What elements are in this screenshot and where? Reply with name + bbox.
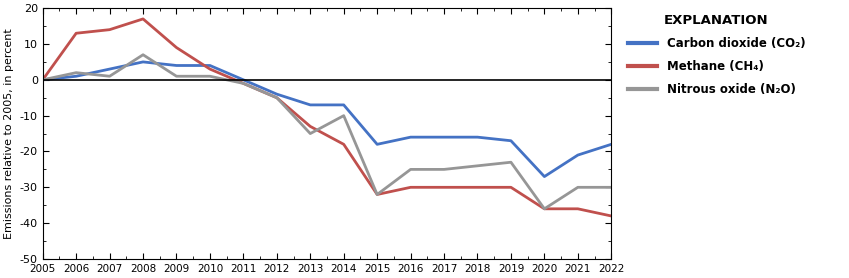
Legend: Carbon dioxide (CO₂), Methane (CH₄), Nitrous oxide (N₂O): Carbon dioxide (CO₂), Methane (CH₄), Nit… (623, 9, 810, 101)
Y-axis label: Emissions relative to 2005, in percent: Emissions relative to 2005, in percent (4, 28, 14, 239)
